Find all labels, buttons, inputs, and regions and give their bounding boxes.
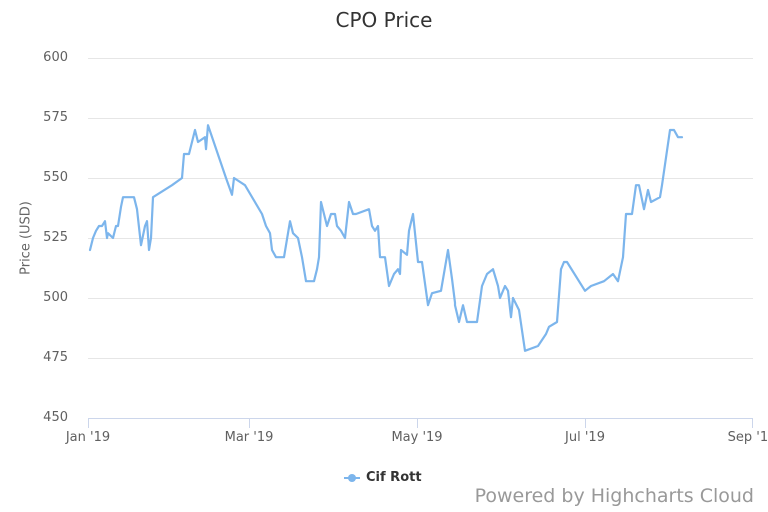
y-tick-label: 575 xyxy=(43,109,68,125)
y-tick-label: 525 xyxy=(43,229,68,245)
y-tick-label: 450 xyxy=(43,409,68,425)
legend-marker-icon xyxy=(344,473,360,483)
x-tick-label: Mar '19 xyxy=(224,430,274,445)
x-tick-label: Jan '19 xyxy=(65,430,111,445)
chart-title: CPO Price xyxy=(335,8,433,32)
y-tick-label: 500 xyxy=(43,289,68,305)
x-tick-label: Sep '19 xyxy=(727,430,768,445)
y-tick-label: 600 xyxy=(43,49,68,65)
gridlines xyxy=(88,58,753,359)
series-line-cif-rott[interactable] xyxy=(88,124,684,352)
y-tick-label: 475 xyxy=(43,349,68,365)
x-tick-label: May '19 xyxy=(391,430,443,445)
y-tick-label: 550 xyxy=(43,169,68,185)
credits-link[interactable]: Powered by Highcharts Cloud xyxy=(474,485,754,507)
legend-item-cif-rott[interactable]: Cif Rott xyxy=(344,470,422,485)
x-axis xyxy=(88,418,753,428)
x-tick-label: Jul '19 xyxy=(565,430,605,445)
legend-label: Cif Rott xyxy=(366,470,422,485)
